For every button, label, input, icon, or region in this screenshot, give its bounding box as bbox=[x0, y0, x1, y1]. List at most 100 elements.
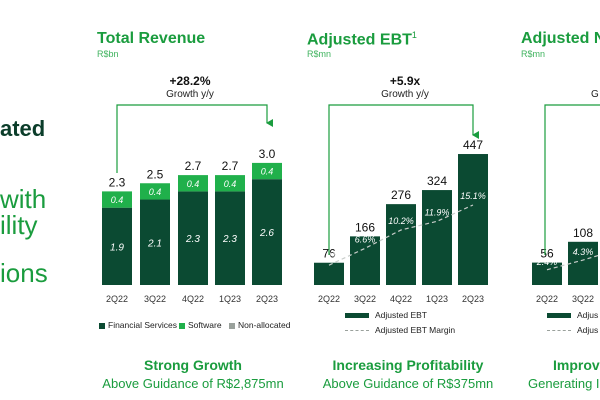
label-net-margin-3Q22: 4.3% bbox=[573, 247, 594, 257]
left-text-line-3: ions bbox=[0, 258, 48, 288]
label-margin-2Q22: 3.3% bbox=[319, 251, 340, 261]
net-income-chart-title: Adjusted N bbox=[521, 30, 600, 47]
ebt-chart: 762Q221663Q222764Q223241Q234472Q233.3%6.… bbox=[314, 104, 488, 304]
label-total-4Q22: 2.7 bbox=[185, 159, 202, 173]
label-margin-3Q22: 6.6% bbox=[355, 234, 376, 244]
net-income-legend: Adjus Adjus bbox=[547, 310, 600, 340]
legend-swatch-non-allocated bbox=[229, 323, 235, 329]
label-software-3Q22: 0.4 bbox=[149, 187, 162, 197]
tick-label-1Q23: 1Q23 bbox=[426, 294, 448, 304]
ebt-growth-value: +5.9x bbox=[389, 74, 421, 88]
bar-financial-services-2Q22 bbox=[102, 207, 132, 285]
bar-software-2Q23 bbox=[252, 162, 282, 180]
revenue-chart-unit: R$bn bbox=[97, 49, 119, 59]
ebt-chart-title: Adjusted EBT1 bbox=[307, 30, 417, 49]
label-adjusted-ebt-3Q22: 166 bbox=[355, 220, 375, 234]
ebt-footer-subtitle: Above Guidance of R$375mn bbox=[322, 376, 494, 391]
net-income-growth-arrow bbox=[544, 104, 600, 255]
legend-label-adjusted-net-income: Adjus bbox=[577, 310, 599, 320]
net-income-growth-label: G bbox=[591, 89, 599, 100]
tick-label-2Q23: 2Q23 bbox=[462, 294, 484, 304]
revenue-legend: Financial Services Software Non-allocate… bbox=[99, 320, 299, 332]
tick-label-3Q22: 3Q22 bbox=[354, 294, 376, 304]
bar-software-4Q22 bbox=[178, 175, 208, 192]
bar-adjusted-ebt-2Q23 bbox=[458, 154, 488, 285]
label-total-3Q22: 2.5 bbox=[147, 167, 164, 181]
tick-label-3Q22: 3Q22 bbox=[572, 294, 594, 304]
legend-label-adjusted-ebt-margin: Adjusted EBT Margin bbox=[375, 325, 456, 335]
label-margin-1Q23: 11.9% bbox=[425, 207, 450, 217]
label-software-4Q22: 0.4 bbox=[187, 179, 200, 189]
revenue-growth-value: +28.2% bbox=[169, 74, 211, 88]
line-adjusted-ebt-margin bbox=[328, 204, 474, 266]
label-adjusted-net-income-2Q22: 56 bbox=[540, 247, 554, 261]
label-margin-4Q22: 10.2% bbox=[388, 216, 414, 226]
tick-label-3Q22: 3Q22 bbox=[144, 294, 166, 304]
left-text-line-2: ility bbox=[0, 210, 38, 240]
label-total-1Q23: 2.7 bbox=[222, 159, 239, 173]
bar-adjusted-ebt-1Q23 bbox=[422, 190, 452, 285]
net-income-footer-title: Improv bbox=[553, 357, 600, 373]
legend-label-adjusted-ebt: Adjusted EBT bbox=[375, 310, 427, 320]
revenue-growth-arrow bbox=[116, 104, 273, 173]
bar-financial-services-2Q23 bbox=[252, 179, 282, 285]
ebt-footer-title: Increasing Profitability bbox=[332, 357, 484, 373]
tick-label-2Q22: 2Q22 bbox=[318, 294, 340, 304]
revenue-growth-label: Growth y/y bbox=[166, 89, 214, 100]
legend-swatch-financial-services bbox=[99, 323, 105, 329]
net-income-chart-unit: R$mn bbox=[521, 49, 546, 59]
tick-label-2Q22: 2Q22 bbox=[106, 294, 128, 304]
legend-label-non-allocated: Non-allocated bbox=[238, 320, 291, 330]
legend-swatch-software bbox=[179, 323, 185, 329]
tick-label-1Q23: 1Q23 bbox=[219, 294, 241, 304]
label-software-2Q23: 0.4 bbox=[261, 167, 274, 177]
revenue-footer-title: Strong Growth bbox=[144, 357, 242, 373]
revenue-chart: 1.9 0.4 2.3 2Q22 2.1 0.4 2.5 3Q22 2.3 0.4 2.7 4Q22 2… bbox=[102, 104, 282, 304]
ebt-legend: Adjusted EBT Adjusted EBT Margin bbox=[345, 310, 545, 340]
legend-label-adjusted-net-margin: Adjus bbox=[577, 325, 599, 335]
ebt-footnote-marker: 1 bbox=[411, 30, 417, 40]
tick-label-2Q23: 2Q23 bbox=[256, 294, 278, 304]
bar-adjusted-ebt-2Q22 bbox=[314, 262, 344, 285]
legend-swatch-adjusted-net-margin bbox=[547, 330, 571, 331]
revenue-chart-title: Total Revenue bbox=[97, 30, 206, 47]
label-total-2Q22: 2.3 bbox=[109, 175, 126, 189]
label-adjusted-ebt-4Q22: 276 bbox=[391, 188, 411, 202]
bar-adjusted-net-income-3Q22 bbox=[568, 241, 598, 285]
legend-swatch-adjusted-ebt-margin bbox=[345, 330, 369, 331]
bar-adjusted-ebt-4Q22 bbox=[386, 204, 416, 285]
revenue-footer-subtitle: Above Guidance of R$2,875mn bbox=[102, 376, 284, 391]
bar-software-1Q23 bbox=[215, 175, 245, 192]
legend-label-software: Software bbox=[188, 320, 222, 330]
bar-adjusted-ebt-3Q22 bbox=[350, 236, 380, 285]
net-income-footer-subtitle: Generating I bbox=[528, 376, 600, 391]
tick-label-4Q22: 4Q22 bbox=[182, 294, 204, 304]
legend-swatch-adjusted-ebt bbox=[345, 313, 369, 318]
bar-financial-services-1Q23 bbox=[215, 191, 245, 285]
label-software-2Q22: 0.4 bbox=[111, 195, 124, 205]
ebt-chart-title-text: Adjusted EBT bbox=[307, 31, 412, 49]
label-software-1Q23: 0.4 bbox=[224, 179, 237, 189]
label-financial-services-4Q22: 2.3 bbox=[185, 234, 200, 245]
left-text-line-1: with bbox=[0, 184, 47, 214]
label-financial-services-1Q23: 2.3 bbox=[222, 234, 237, 245]
label-adjusted-ebt-2Q23: 447 bbox=[463, 138, 483, 152]
label-adjusted-net-income-3Q22: 108 bbox=[573, 226, 593, 240]
label-adjusted-ebt-1Q23: 324 bbox=[427, 174, 447, 188]
bar-financial-services-4Q22 bbox=[178, 191, 208, 285]
label-financial-services-2Q22: 1.9 bbox=[110, 242, 124, 253]
bar-software-3Q22 bbox=[140, 183, 170, 200]
ebt-growth-arrow bbox=[328, 104, 479, 255]
bar-software-2Q22 bbox=[102, 191, 132, 208]
label-financial-services-2Q23: 2.6 bbox=[259, 228, 274, 239]
label-financial-services-3Q22: 2.1 bbox=[147, 238, 162, 249]
legend-label-financial-services: Financial Services bbox=[108, 320, 177, 330]
label-total-2Q23: 3.0 bbox=[259, 147, 276, 161]
ebt-growth-label: Growth y/y bbox=[381, 89, 429, 100]
left-heading-fragment: ated bbox=[0, 116, 46, 141]
bar-financial-services-3Q22 bbox=[140, 199, 170, 285]
tick-label-2Q22: 2Q22 bbox=[536, 294, 558, 304]
line-adjusted-net-margin bbox=[546, 254, 600, 271]
tick-label-4Q22: 4Q22 bbox=[390, 294, 412, 304]
